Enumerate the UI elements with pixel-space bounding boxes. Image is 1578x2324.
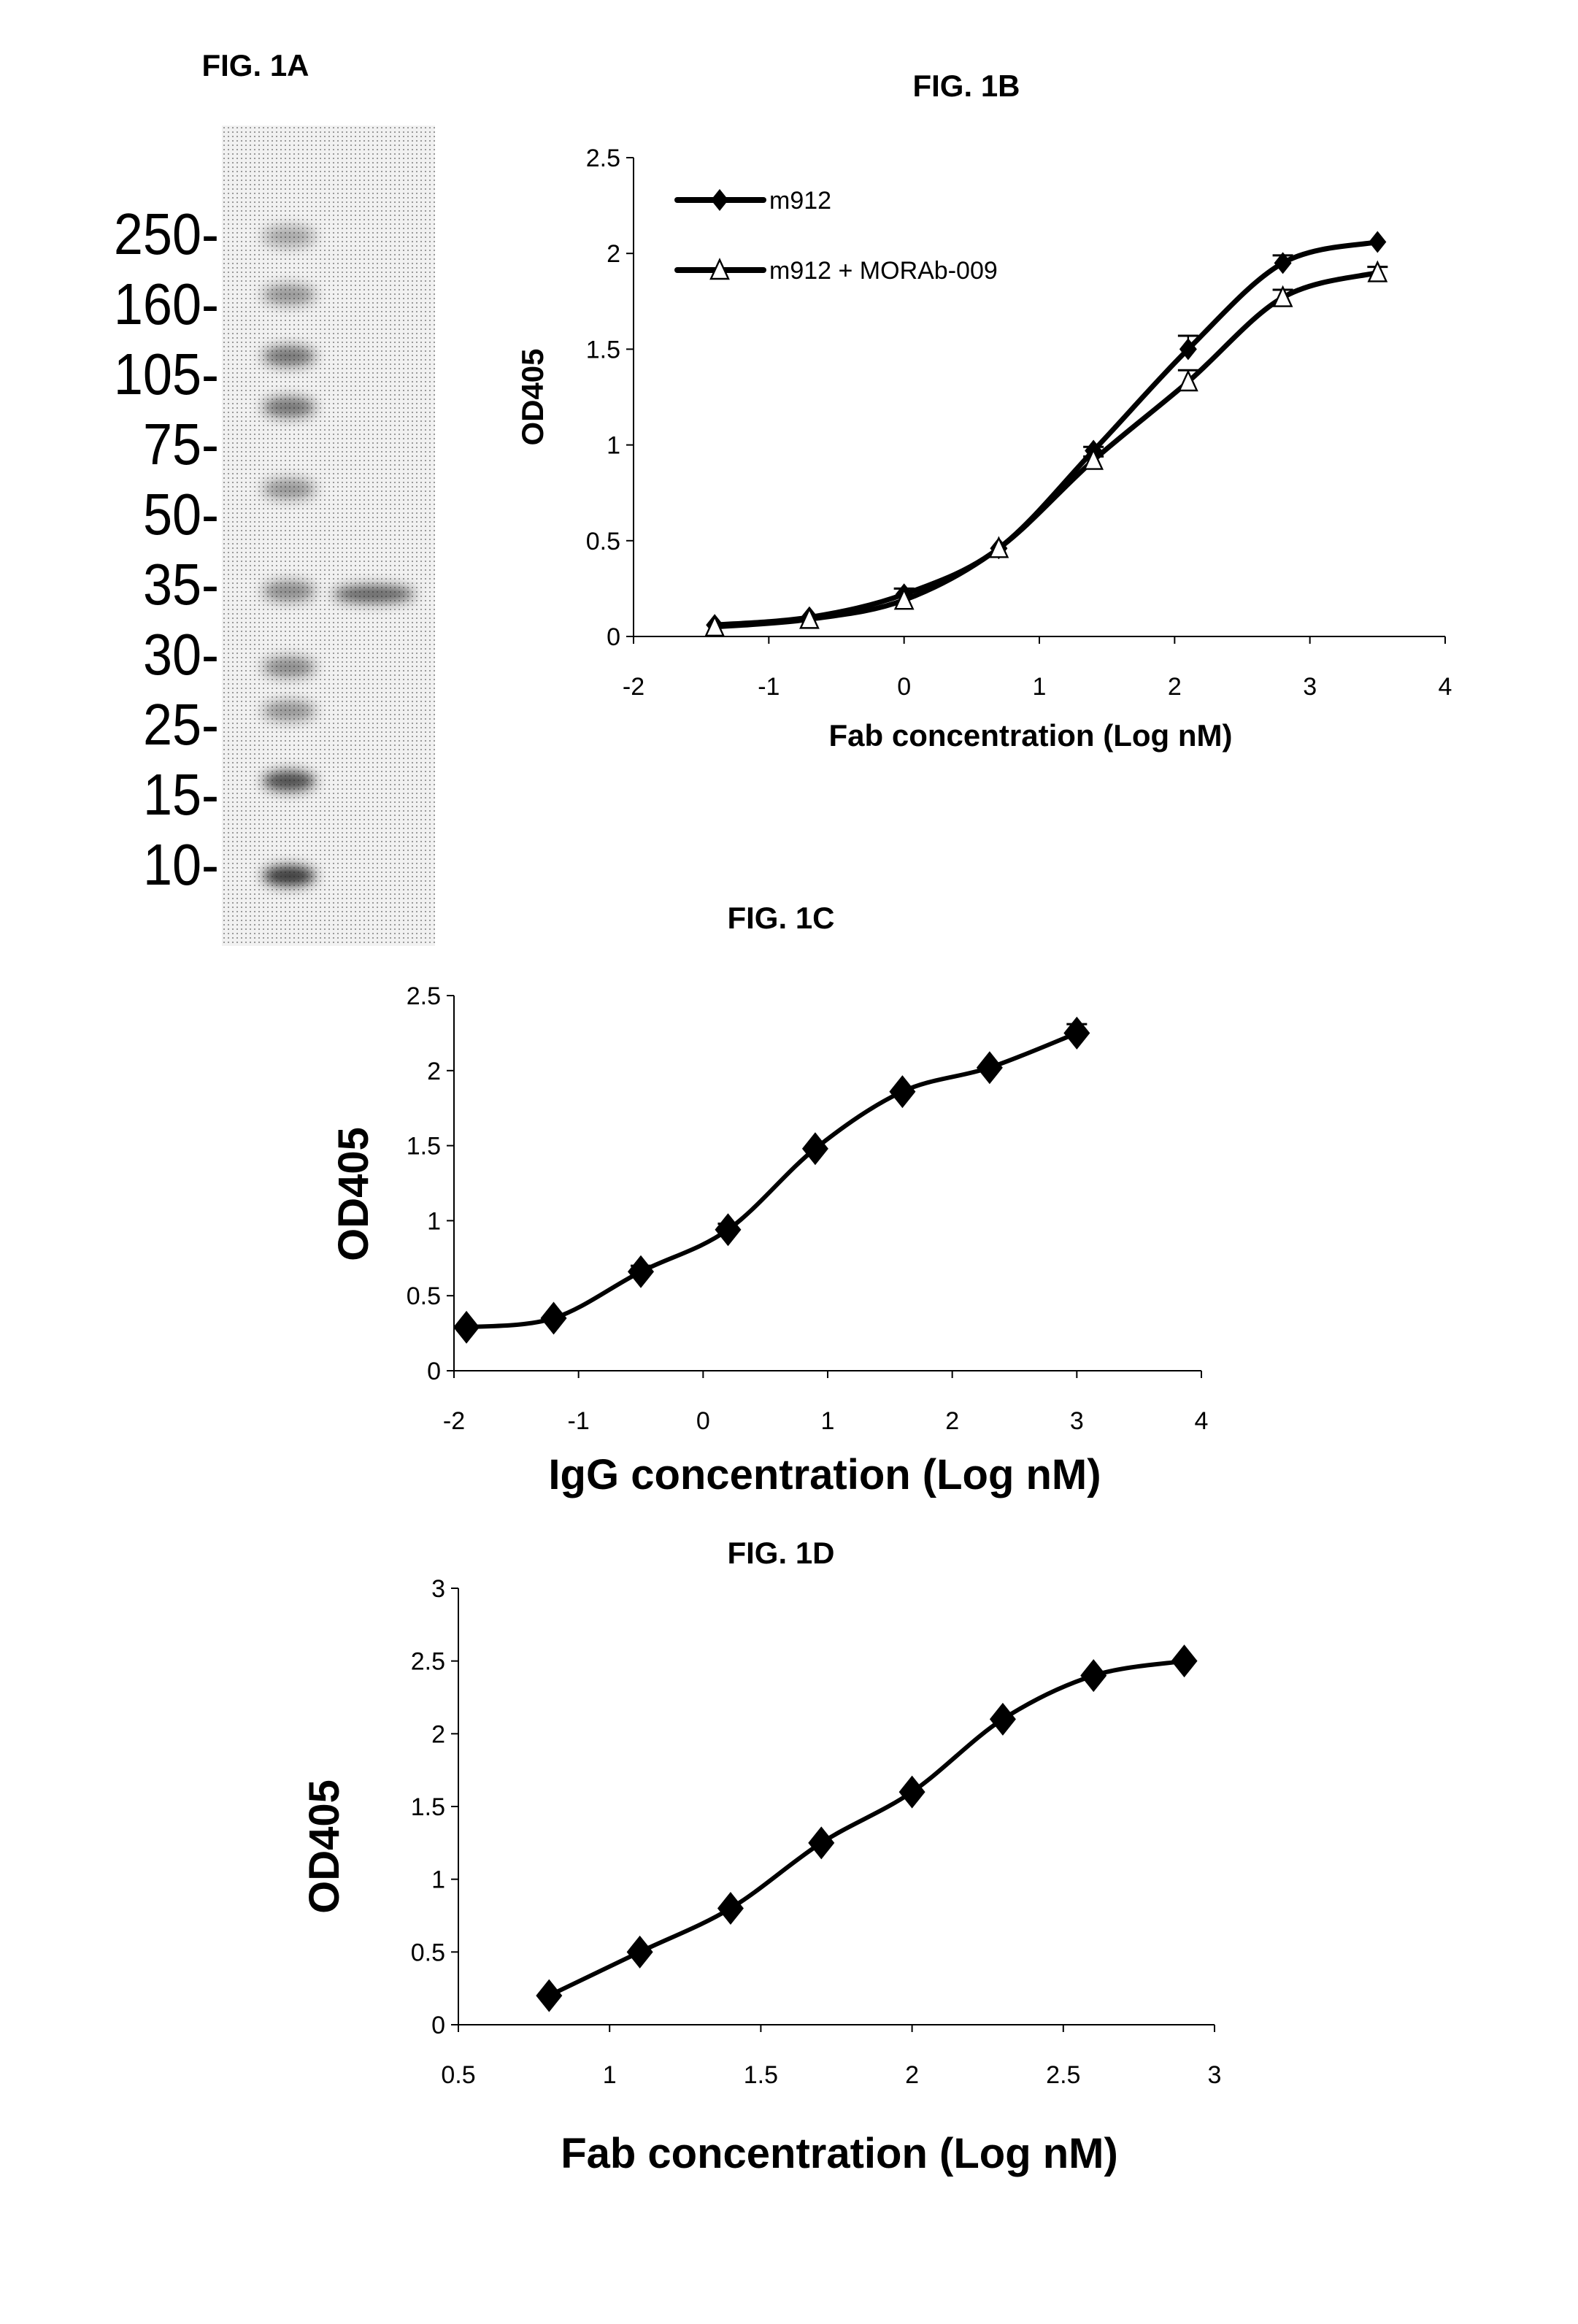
diamond-marker [1171, 1644, 1198, 1677]
x-tick-label: 2 [945, 1407, 959, 1435]
diamond-marker [536, 1979, 562, 2012]
ladder-band-75 [263, 397, 315, 418]
diamond-marker [889, 1075, 915, 1108]
mw-label-10: 10- [143, 833, 219, 898]
diamond-marker [627, 1936, 653, 1969]
chart-title: FIG. 1D [727, 1536, 834, 1570]
x-tick-label: -2 [623, 673, 644, 701]
x-tick-label: 1 [821, 1407, 835, 1435]
ladder-band-15 [263, 771, 315, 791]
diamond-marker [802, 1132, 828, 1165]
x-axis-label: IgG concentration (Log nM) [548, 1451, 1101, 1498]
legend-label: m912 + MORAb-009 [769, 257, 998, 285]
sample-band-35kda [333, 585, 415, 603]
fig-1b-chart: FIG. 1B 0 0.5 1 1.5 2 2.5 -2 -1 0 1 2 3 4 OD405 Fab con… [515, 69, 1452, 753]
y-tick-label: 3 [431, 1575, 445, 1603]
y-tick-label: 0.5 [586, 528, 620, 555]
mw-label-75: 75- [143, 412, 219, 477]
y-tick-label: 1.5 [586, 336, 620, 363]
diamond-marker [628, 1255, 654, 1288]
ladder-band-50 [263, 479, 315, 499]
y-tick-label: 0.5 [411, 1939, 445, 1966]
y-axis-label: OD405 [515, 348, 550, 445]
y-tick-label: 2.5 [407, 982, 441, 1010]
x-tick-label: 1 [603, 2061, 617, 2089]
y-tick-label: 2.5 [586, 145, 620, 172]
diamond-marker [1080, 1659, 1106, 1692]
fig-1d-chart: FIG. 1D 0 0.5 1 1.5 2 2.5 3 0.5 1 1.5 2 2.5 3 OD405 Fab… [301, 1536, 1221, 2177]
x-tick-label: 1 [1033, 673, 1047, 701]
diamond-marker [715, 1213, 741, 1246]
x-tick-label: 2 [1168, 673, 1182, 701]
diamond-marker [717, 1892, 744, 1925]
x-tick-label: 0 [897, 673, 911, 701]
diamond-marker [453, 1311, 480, 1344]
x-tick-label: -2 [443, 1407, 465, 1435]
y-tick-label: 1 [607, 432, 620, 460]
ladder-band-105 [263, 346, 315, 366]
x-tick-label: -1 [758, 673, 780, 701]
chart-title: FIG. 1C [727, 901, 834, 935]
gel-image [222, 126, 435, 946]
diamond-marker [808, 1826, 834, 1859]
y-tick-label: 2 [431, 1720, 445, 1748]
diamond-marker [990, 1703, 1016, 1736]
y-tick-label: 1 [431, 1866, 445, 1894]
y-tick-label: 0.5 [407, 1282, 441, 1310]
legend-label: m912 [769, 187, 831, 215]
figure-sheet: FIG. 1A 250-160-105-75-50-35-30-25-15-10… [0, 0, 1578, 2324]
y-tick-label: 2 [607, 240, 620, 268]
x-tick-label: 1.5 [744, 2061, 778, 2089]
diamond-marker [977, 1051, 1003, 1084]
ladder-band-250 [263, 226, 315, 247]
diamond-marker [711, 189, 728, 211]
ladder-band-25 [263, 701, 315, 721]
ladder-band-30 [263, 657, 315, 677]
diamond-marker [1369, 231, 1386, 253]
mw-label-35: 35- [143, 553, 219, 617]
y-tick-label: 0 [427, 1358, 441, 1385]
y-tick-label: 2.5 [411, 1648, 445, 1676]
fig-1a-gel-panel: FIG. 1A 250-160-105-75-50-35-30-25-15-10… [114, 48, 435, 946]
y-tick-label: 0 [431, 2012, 445, 2039]
mw-label-15: 15- [143, 763, 219, 828]
y-axis-label: OD405 [330, 1127, 377, 1261]
x-tick-label: 2.5 [1046, 2061, 1080, 2089]
mw-label-160: 160- [114, 272, 219, 337]
y-tick-label: 1.5 [407, 1133, 441, 1161]
mw-label-250: 250- [114, 202, 219, 267]
y-tick-label: 2 [427, 1058, 441, 1085]
diamond-marker [541, 1302, 567, 1335]
y-axis-label: OD405 [301, 1779, 348, 1914]
series-line-1 [715, 272, 1377, 626]
x-tick-label: -1 [568, 1407, 590, 1435]
x-axis-label: Fab concentration (Log nM) [561, 2130, 1118, 2177]
ladder-band-35 [263, 581, 315, 601]
diamond-marker [899, 1776, 925, 1809]
fig-1a-title: FIG. 1A [201, 48, 309, 82]
molecular-weight-markers: 250-160-105-75-50-35-30-25-15-10- [114, 202, 219, 898]
mw-label-105: 105- [114, 342, 219, 407]
y-tick-label: 0 [607, 623, 620, 651]
ladder-band-160 [263, 285, 315, 305]
y-tick-label: 1 [427, 1207, 441, 1235]
x-tick-label: 2 [905, 2061, 919, 2089]
ladder-band-10 [263, 866, 315, 886]
x-axis-label: Fab concentration (Log nM) [829, 718, 1233, 753]
fig-1c-chart: FIG. 1C 0 0.5 1 1.5 2 2.5 -2 -1 0 1 2 3 4 OD405 IgG con… [330, 901, 1208, 1498]
mw-label-50: 50- [143, 482, 219, 547]
diamond-marker [1063, 1017, 1090, 1050]
y-tick-label: 1.5 [411, 1793, 445, 1821]
x-tick-label: 3 [1208, 2061, 1222, 2089]
mw-label-30: 30- [143, 623, 219, 688]
x-tick-label: 0 [696, 1407, 710, 1435]
x-tick-label: 4 [1195, 1407, 1209, 1435]
x-tick-label: 3 [1070, 1407, 1084, 1435]
x-tick-label: 0.5 [441, 2061, 475, 2089]
chart-title: FIG. 1B [912, 69, 1020, 103]
x-tick-label: 3 [1303, 673, 1317, 701]
x-tick-label: 4 [1439, 673, 1452, 701]
mw-label-25: 25- [143, 693, 219, 758]
